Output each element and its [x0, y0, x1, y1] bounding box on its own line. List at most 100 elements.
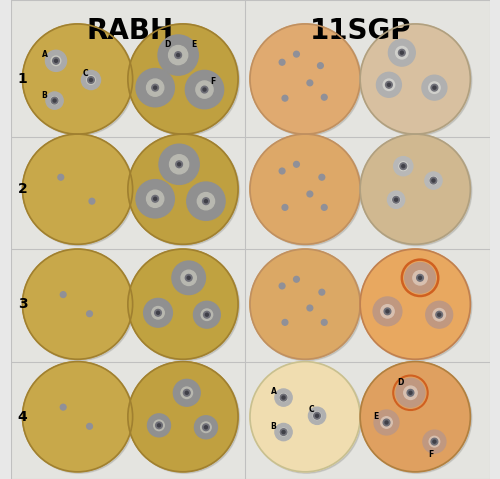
Circle shape [148, 414, 171, 437]
Circle shape [206, 313, 208, 316]
Circle shape [392, 196, 400, 203]
Circle shape [201, 309, 212, 320]
Circle shape [130, 136, 240, 246]
Circle shape [400, 163, 406, 170]
Circle shape [400, 51, 404, 54]
Circle shape [322, 205, 327, 210]
Circle shape [436, 311, 442, 318]
Circle shape [362, 251, 472, 361]
Circle shape [201, 86, 208, 93]
Circle shape [24, 363, 134, 473]
Circle shape [307, 80, 312, 86]
Circle shape [433, 440, 436, 443]
Circle shape [184, 389, 190, 396]
Text: B: B [42, 91, 48, 100]
Circle shape [178, 163, 180, 166]
Circle shape [168, 46, 188, 65]
Circle shape [280, 394, 287, 401]
Text: 3: 3 [18, 297, 28, 311]
Circle shape [404, 262, 436, 293]
Circle shape [128, 134, 238, 244]
Circle shape [181, 270, 196, 285]
Circle shape [360, 24, 470, 134]
Circle shape [294, 51, 300, 57]
Text: 11SGP: 11SGP [310, 17, 411, 45]
Circle shape [374, 410, 399, 435]
Circle shape [280, 428, 287, 436]
Circle shape [156, 422, 162, 429]
Text: D: D [164, 40, 170, 49]
Circle shape [90, 79, 92, 81]
Circle shape [186, 391, 188, 394]
Circle shape [202, 424, 209, 431]
Circle shape [144, 298, 172, 327]
Circle shape [392, 196, 400, 204]
Circle shape [386, 81, 392, 88]
Circle shape [46, 92, 63, 109]
Circle shape [413, 271, 427, 285]
Text: C: C [309, 405, 314, 413]
Circle shape [22, 24, 132, 134]
Circle shape [252, 136, 362, 246]
Circle shape [60, 404, 66, 410]
Circle shape [24, 251, 134, 361]
Circle shape [399, 162, 407, 171]
Circle shape [431, 84, 438, 91]
Circle shape [181, 387, 192, 399]
Circle shape [130, 251, 240, 361]
Circle shape [394, 198, 398, 201]
Circle shape [86, 423, 92, 429]
Circle shape [279, 168, 285, 174]
Circle shape [279, 283, 285, 289]
Circle shape [154, 86, 156, 89]
Text: B: B [270, 422, 276, 431]
Circle shape [318, 63, 324, 68]
Circle shape [204, 200, 208, 203]
Circle shape [362, 363, 472, 473]
Circle shape [423, 430, 446, 453]
Circle shape [51, 56, 61, 66]
Circle shape [204, 311, 210, 318]
Circle shape [388, 83, 390, 86]
Circle shape [275, 423, 292, 441]
Circle shape [175, 52, 182, 58]
Circle shape [388, 39, 415, 66]
Circle shape [402, 165, 405, 168]
Circle shape [431, 438, 438, 445]
Circle shape [250, 249, 360, 359]
Circle shape [438, 313, 440, 316]
Circle shape [146, 190, 164, 207]
Circle shape [88, 77, 94, 83]
Circle shape [282, 95, 288, 101]
Circle shape [314, 412, 320, 419]
Circle shape [394, 157, 413, 176]
Circle shape [194, 301, 220, 328]
Circle shape [158, 424, 160, 427]
Circle shape [250, 24, 360, 134]
Circle shape [154, 197, 156, 200]
Text: D: D [397, 378, 404, 387]
Circle shape [252, 363, 362, 473]
Circle shape [200, 422, 211, 433]
Circle shape [428, 82, 440, 93]
Circle shape [362, 25, 472, 136]
Circle shape [130, 363, 240, 473]
Circle shape [154, 309, 162, 316]
Text: 2: 2 [18, 182, 28, 196]
Circle shape [152, 195, 158, 202]
Circle shape [136, 68, 174, 107]
Circle shape [430, 177, 437, 184]
Circle shape [282, 396, 285, 399]
Text: C: C [82, 69, 88, 78]
Circle shape [128, 362, 238, 472]
Circle shape [152, 307, 164, 319]
Circle shape [252, 25, 362, 136]
Circle shape [396, 46, 408, 59]
Circle shape [275, 389, 292, 406]
Text: E: E [192, 40, 197, 49]
Circle shape [54, 59, 58, 62]
Circle shape [24, 25, 134, 136]
Circle shape [250, 134, 360, 244]
Circle shape [187, 182, 225, 220]
Circle shape [22, 134, 132, 244]
